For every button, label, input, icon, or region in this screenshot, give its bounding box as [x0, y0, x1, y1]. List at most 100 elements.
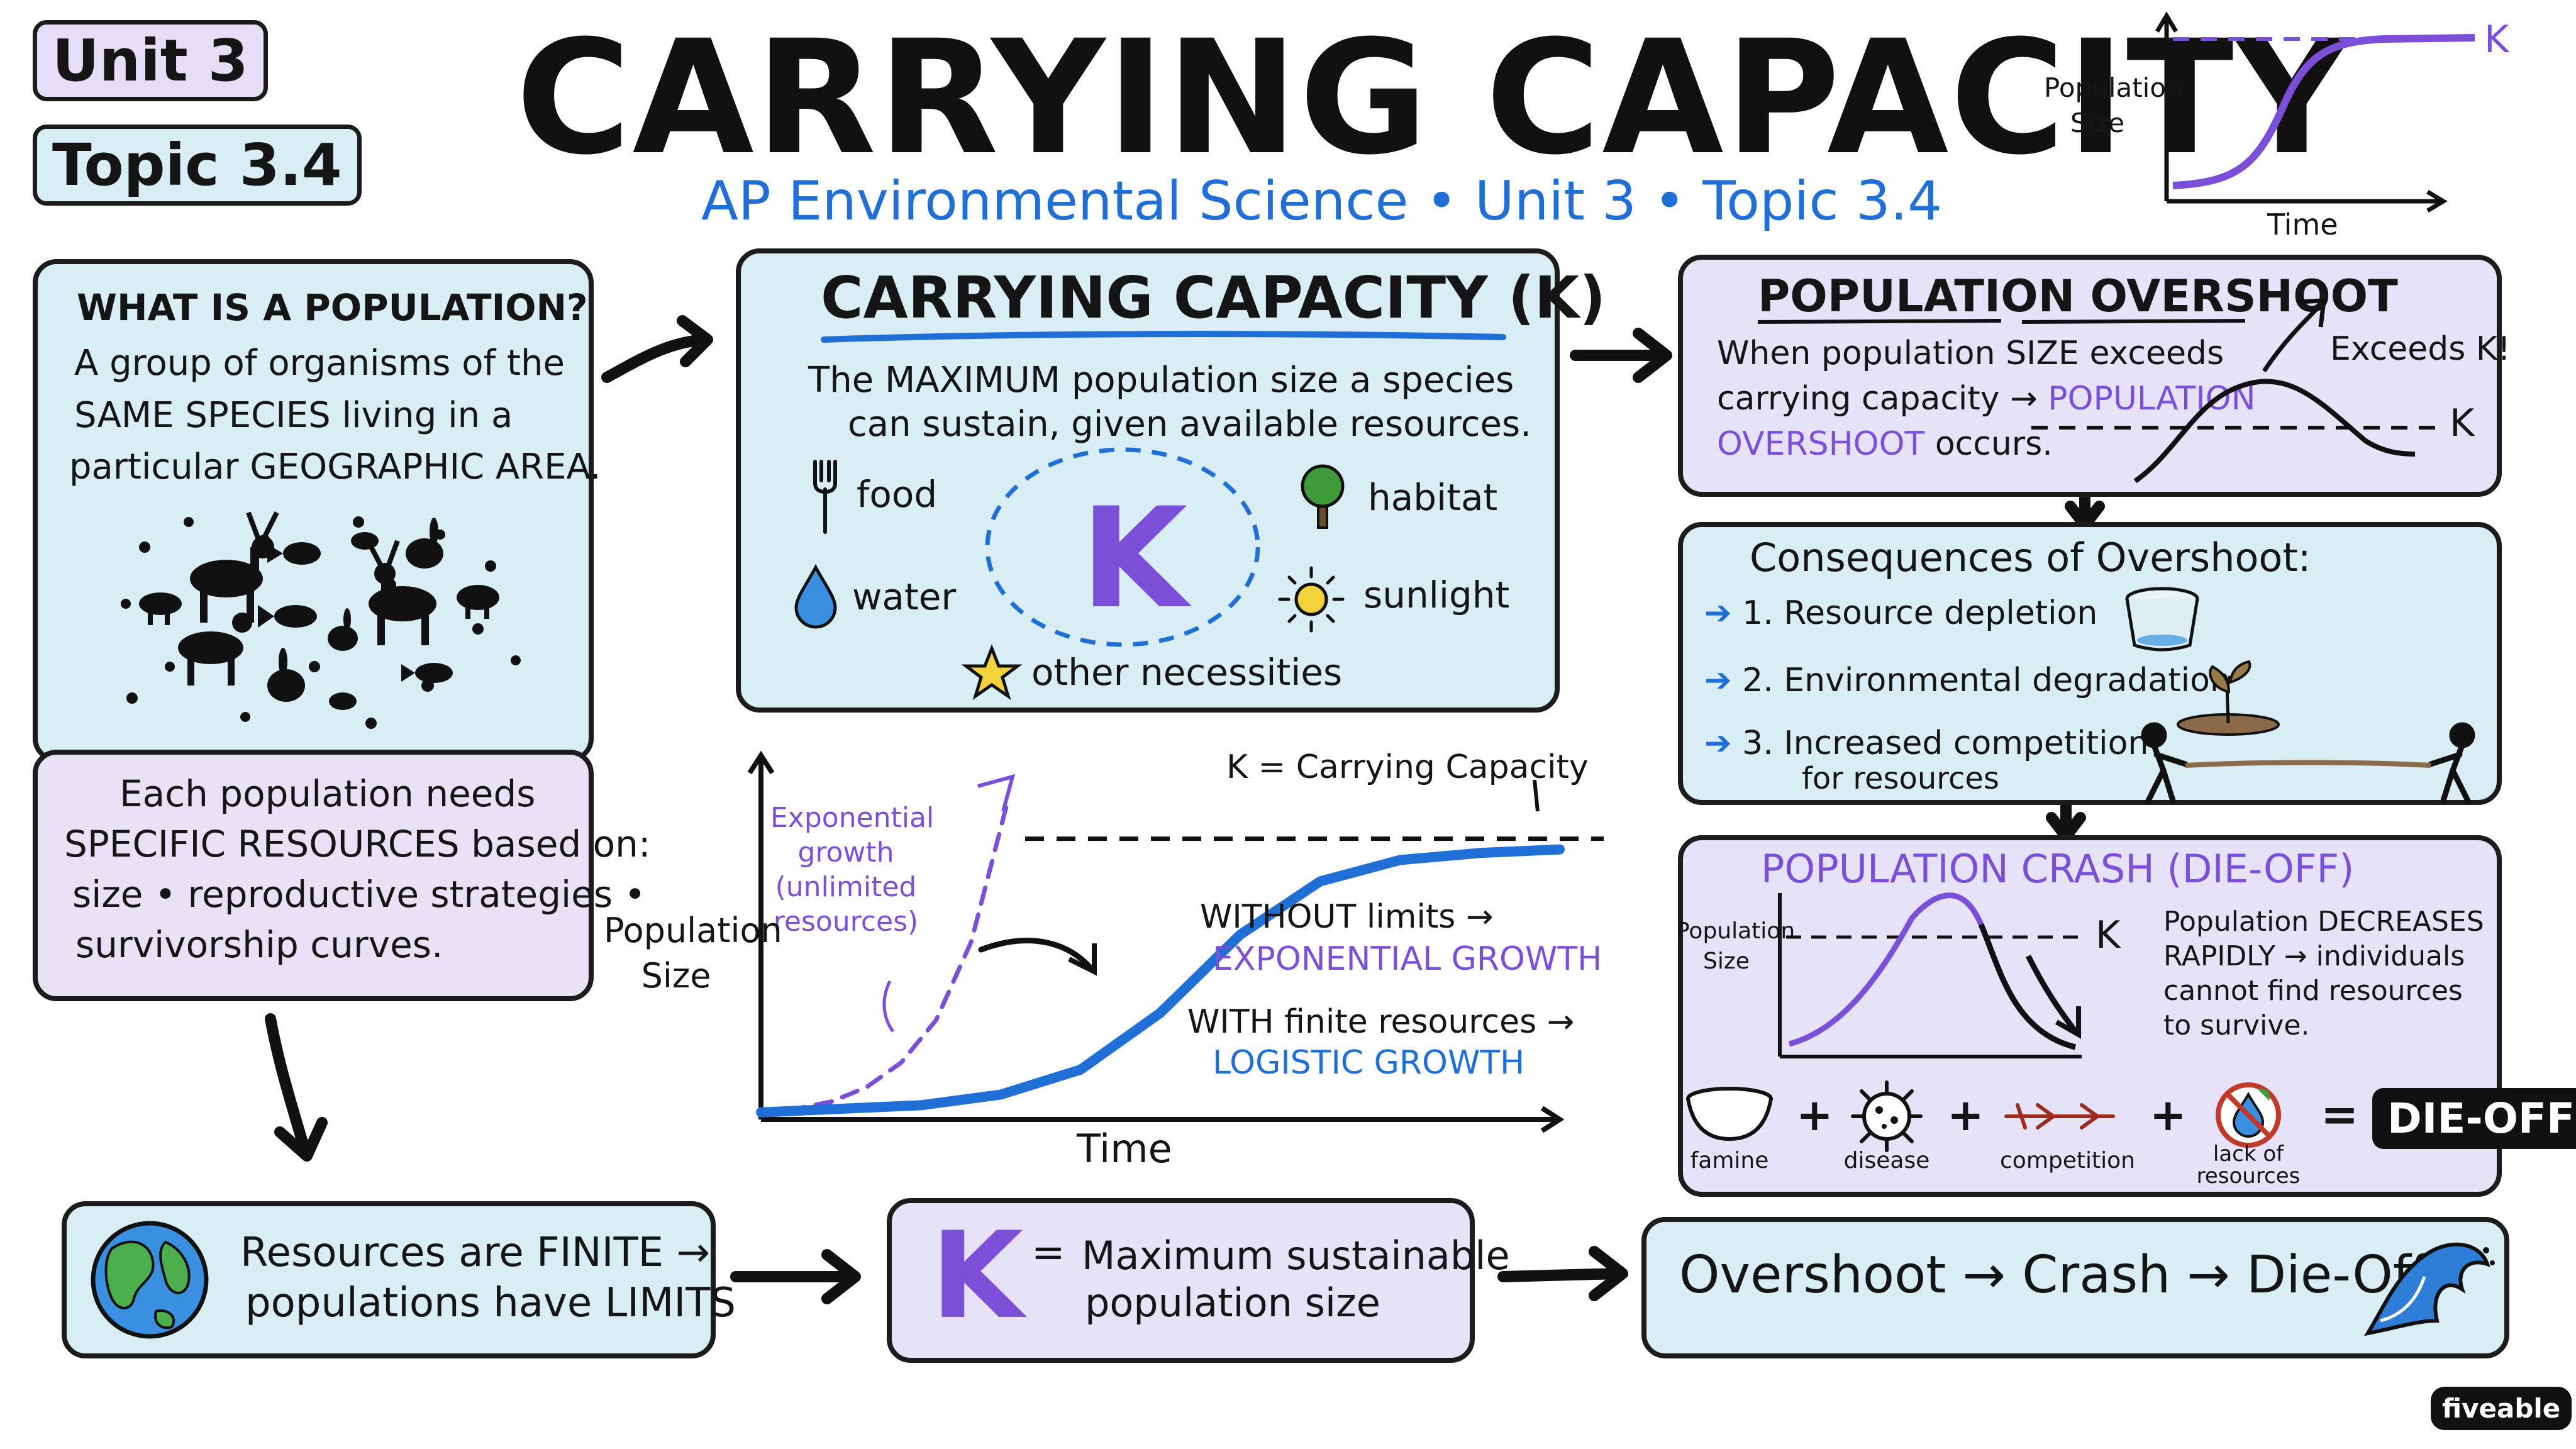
- overshoot-line-3-text: occurs.: [1935, 425, 2053, 463]
- crash-desc-2: RAPIDLY → individuals: [2163, 940, 2465, 972]
- overshoot-line-2: carrying capacity → POPULATION: [1717, 380, 2256, 418]
- without-limits-text: WITHOUT limits →: [1200, 898, 1494, 936]
- consequences-heading: Consequences of Overshoot:: [1750, 535, 2311, 580]
- consequence-1: ➔ 1. Resource depletion: [1704, 594, 2097, 632]
- resource-water: water: [852, 575, 957, 618]
- competition-arrows-icon: [2004, 1103, 2115, 1130]
- competition-label: competition: [2000, 1148, 2135, 1174]
- resource-food: food: [857, 473, 938, 516]
- crash-ylabel-1: Population: [1676, 918, 1796, 944]
- growth-pointer-arrow: [978, 938, 1094, 972]
- disease-label: disease: [1843, 1148, 1930, 1174]
- k-box-heading: CARRYING CAPACITY (K): [821, 264, 1606, 331]
- k-center-letter: K: [1080, 478, 1188, 639]
- needs-line-4: survivorship curves.: [75, 923, 443, 966]
- consequence-3: ➔ 3. Increased competition: [1704, 724, 2148, 762]
- k-definition-letter: K: [931, 1206, 1024, 1345]
- overshoot-line-3: OVERSHOOT occurs.: [1717, 425, 2053, 463]
- with-finite-text: WITH finite resources →: [1187, 1003, 1575, 1041]
- plus-3: +: [2150, 1089, 2187, 1141]
- growth-ylabel-2: Size: [641, 956, 711, 996]
- consequences-box: [1678, 522, 2502, 805]
- growth-xlabel: Time: [1077, 1126, 1172, 1172]
- topic-tag: Topic 3.4: [33, 125, 362, 206]
- arrow-right-icon: ➔: [1704, 662, 1732, 699]
- growth-pointer-arrowhead: [1068, 943, 1097, 976]
- population-needs-box: [33, 750, 594, 1001]
- tree-icon: [1301, 464, 1345, 529]
- consequence-3-text: 3. Increased competition: [1742, 724, 2149, 762]
- logistic-growth-text: LOGISTIC GROWTH: [1213, 1044, 1525, 1082]
- empty-bowl-icon: [1686, 1087, 1773, 1141]
- overshoot-line-2-em: POPULATION: [2048, 380, 2256, 418]
- k-definition-line-2: population size: [1085, 1280, 1380, 1326]
- crash-desc-4: to survive.: [2163, 1009, 2310, 1041]
- star-icon: [961, 644, 1023, 701]
- exp-label-4: resources): [773, 906, 919, 938]
- consequence-2-text: 2. Environmental degradation: [1742, 662, 2231, 699]
- crash-ylabel-2: Size: [1703, 948, 1750, 974]
- overshoot-heading: POPULATION OVERSHOOT: [1758, 270, 2398, 322]
- fiveable-logo: fiveable: [2431, 1387, 2572, 1430]
- mini-chart-xlabel: Time: [2267, 208, 2338, 242]
- page-subtitle: AP Environmental Science • Unit 3 • Topi…: [701, 170, 1942, 233]
- tug-of-war-icon: [2141, 722, 2475, 805]
- k-definition-line-1: Maximum sustainable: [1082, 1233, 1510, 1279]
- mini-chart-ylabel: Population Size: [2044, 72, 2183, 138]
- exceeds-k-label: Exceeds K!: [2330, 330, 2511, 368]
- exp-label-2: growth: [797, 836, 894, 869]
- k-box-line-2: can sustain, given available resources.: [848, 404, 1531, 445]
- population-line-2: SAME SPECIES living in a: [74, 395, 513, 436]
- population-heading: WHAT IS A POPULATION?: [77, 286, 588, 329]
- needs-line-3: size • reproductive strategies •: [72, 873, 646, 916]
- plus-1: +: [1796, 1089, 1833, 1141]
- resource-other: other necessities: [1031, 651, 1343, 694]
- needs-line-2: SPECIFIC RESOURCES based on:: [64, 823, 651, 865]
- growth-ylabel-1: Population: [604, 911, 782, 950]
- crash-desc-1: Population DECREASES: [2163, 906, 2484, 938]
- wilted-plant-icon: [2177, 660, 2280, 736]
- wave-icon: [2363, 1242, 2495, 1336]
- k-box-line-1: The MAXIMUM population size a species: [808, 360, 1514, 401]
- consequence-1-text: 1. Resource depletion: [1742, 594, 2098, 632]
- needs-line-1: Each population needs: [119, 772, 536, 815]
- finite-line-2: populations have LIMITS: [245, 1280, 736, 1326]
- bucket-icon: [2125, 587, 2199, 652]
- page-title: CARRYING CAPACITY: [516, 6, 2350, 189]
- lack-label-1: lack of: [2212, 1141, 2284, 1167]
- growth-k-label: K = Carrying Capacity: [1226, 748, 1589, 786]
- consequence-2: ➔ 2. Environmental degradation: [1704, 662, 2231, 699]
- sequence-box: [1641, 1217, 2509, 1358]
- fork-icon: [813, 460, 837, 534]
- mini-chart-k-label: K: [2484, 18, 2509, 62]
- overshoot-line-1: When population SIZE exceeds: [1717, 335, 2224, 372]
- arrow-right-icon: ➔: [1704, 594, 1732, 632]
- finite-line-1: Resources are FINITE →: [240, 1230, 710, 1276]
- plus-2: +: [1947, 1089, 1984, 1141]
- exp-label-3: (unlimited: [775, 871, 917, 903]
- water-drop-icon: [794, 564, 837, 629]
- sequence-text: Overshoot → Crash → Die-Off: [1679, 1245, 2429, 1305]
- globe-icon: [91, 1221, 209, 1339]
- overshoot-k-label: K: [2450, 401, 2475, 445]
- arrow-right-icon: ➔: [1704, 724, 1732, 762]
- no-water-icon: [2216, 1082, 2281, 1148]
- resource-habitat: habitat: [1368, 476, 1498, 519]
- exp-label-1: Exponential: [770, 802, 935, 834]
- k-definition-box: [887, 1198, 1475, 1363]
- famine-label: famine: [1690, 1148, 1769, 1174]
- overshoot-line-3-em: OVERSHOOT: [1717, 425, 1925, 463]
- consequence-3-cont: for resources: [1802, 761, 1999, 796]
- crash-desc-3: cannot find resources: [2163, 975, 2463, 1007]
- overshoot-line-2-text: carrying capacity →: [1717, 380, 2038, 418]
- population-definition-box: [33, 259, 594, 762]
- resource-sunlight: sunlight: [1363, 574, 1510, 616]
- exp-label-pointer: [882, 980, 895, 1033]
- k-definition-equals: =: [1031, 1230, 1065, 1276]
- y-axis-arrowhead: [747, 750, 775, 775]
- lack-label-2: resources: [2196, 1163, 2301, 1189]
- exponential-arrowhead: [977, 774, 1016, 812]
- x-axis-arrowhead: [1540, 1106, 1565, 1133]
- exponential-growth-text: EXPONENTIAL GROWTH: [1213, 940, 1602, 978]
- population-line-3: particular GEOGRAPHIC AREA.: [69, 447, 601, 487]
